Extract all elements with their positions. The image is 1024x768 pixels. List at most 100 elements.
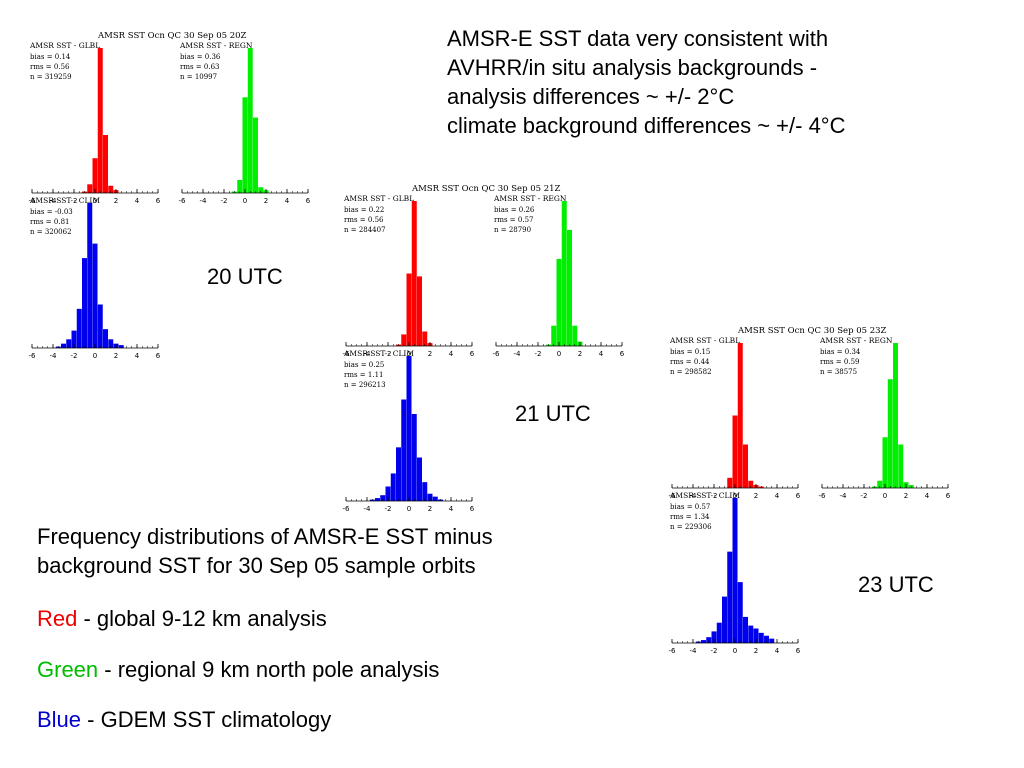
x-tick-label: -2 xyxy=(71,352,78,360)
x-tick-label: -2 xyxy=(535,350,542,358)
x-tick-label: -2 xyxy=(385,350,392,358)
x-tick-label: -4 xyxy=(514,350,522,358)
x-tick-label: 6 xyxy=(620,350,625,358)
histogram-bar xyxy=(758,632,764,643)
x-tick-label: 6 xyxy=(946,492,951,500)
group-header: AMSR SST Ocn QC 30 Sep 05 20Z xyxy=(97,31,247,41)
x-tick-label: 4 xyxy=(449,505,454,513)
histogram-bar xyxy=(380,495,386,501)
panel-stat: n = 229306 xyxy=(670,523,712,531)
panel-stat: n = 296213 xyxy=(344,381,386,389)
x-tick-label: 2 xyxy=(578,350,582,358)
x-tick-label: 2 xyxy=(264,197,268,205)
histogram-bar xyxy=(108,185,114,193)
histogram-bar xyxy=(556,259,562,346)
x-tick-label: -6 xyxy=(819,492,827,500)
notes-block: AMSR-E SST data very consistent with AVH… xyxy=(447,24,846,140)
histogram-bar xyxy=(396,447,401,501)
x-tick-label: 6 xyxy=(156,352,161,360)
legend-green-word: Green xyxy=(37,657,99,682)
histogram-bar xyxy=(722,596,727,643)
histogram-bar xyxy=(76,308,82,348)
x-tick-label: 4 xyxy=(135,352,140,360)
x-tick-label: -4 xyxy=(364,350,372,358)
panel-stat: bias = 0.22 xyxy=(344,206,384,214)
panel-title: AMSR SST - GLBL xyxy=(669,336,740,345)
histogram-bar xyxy=(737,582,743,643)
histogram-bar xyxy=(561,201,567,346)
x-tick-label: -4 xyxy=(50,352,58,360)
histogram-bar xyxy=(87,203,93,348)
histogram-bar xyxy=(71,330,77,348)
histogram-bar xyxy=(406,273,412,346)
panel-stat: rms = 0.59 xyxy=(820,358,859,366)
legend-blue: Blue - GDEM SST climatology xyxy=(37,707,331,733)
x-tick-label: 4 xyxy=(599,350,604,358)
histogram-bar xyxy=(411,414,417,501)
caption-line: Frequency distributions of AMSR-E SST mi… xyxy=(37,524,493,549)
histogram-bar xyxy=(406,356,412,501)
panel-title: AMSR SST - REGN xyxy=(819,336,893,345)
group-header: AMSR SST Ocn QC 30 Sep 05 23Z xyxy=(737,326,887,336)
histogram-bar xyxy=(66,339,72,348)
x-tick-label: 2 xyxy=(114,352,118,360)
x-tick-label: 0 xyxy=(883,492,887,500)
x-tick-label: -2 xyxy=(71,197,78,205)
x-tick-label: -4 xyxy=(840,492,848,500)
histogram-bar xyxy=(753,628,759,643)
x-tick-label: 0 xyxy=(243,197,247,205)
panel-stat: bias = 0.14 xyxy=(30,53,71,61)
histogram-bar xyxy=(422,482,428,501)
panel-title: AMSR SST - REGN xyxy=(493,194,567,203)
legend-green: Green - regional 9 km north pole analysi… xyxy=(37,657,439,683)
x-tick-label: -2 xyxy=(221,197,228,205)
histogram-bar xyxy=(572,325,578,346)
panel-stat: rms = 1.34 xyxy=(670,513,710,521)
x-tick-label: 2 xyxy=(114,197,118,205)
x-tick-label: 2 xyxy=(428,350,432,358)
histogram-bar xyxy=(732,498,738,643)
histogram-bar xyxy=(82,258,87,348)
histogram-bar xyxy=(882,437,888,488)
legend-green-desc: - regional 9 km north pole analysis xyxy=(98,657,440,682)
histogram-bar xyxy=(716,622,722,643)
histogram-bar xyxy=(385,486,391,501)
histogram-bar xyxy=(727,477,733,488)
x-tick-label: -4 xyxy=(200,197,208,205)
x-tick-label: 6 xyxy=(796,647,801,655)
legend-red-word: Red xyxy=(37,606,78,631)
x-tick-label: -6 xyxy=(669,647,677,655)
histogram-bar xyxy=(887,379,893,488)
x-tick-label: -2 xyxy=(861,492,868,500)
histogram-bar xyxy=(743,616,748,643)
histogram-bar xyxy=(97,304,103,348)
x-tick-label: -6 xyxy=(29,352,37,360)
histogram-bar xyxy=(401,334,407,346)
histogram-bar xyxy=(108,339,114,348)
x-tick-label: -4 xyxy=(690,492,698,500)
x-tick-label: 6 xyxy=(796,492,801,500)
panel-title: AMSR SST - GLBL xyxy=(29,41,100,50)
x-tick-label: 4 xyxy=(135,197,140,205)
x-tick-label: -6 xyxy=(343,350,351,358)
histogram-bar xyxy=(737,343,743,488)
x-tick-label: 2 xyxy=(754,492,758,500)
panel-stat: rms = 0.56 xyxy=(30,63,70,71)
x-tick-label: 0 xyxy=(93,197,97,205)
panel-stat: bias = 0.25 xyxy=(344,361,384,369)
x-tick-label: -4 xyxy=(690,647,698,655)
group-label-23-utc: 23 UTC xyxy=(858,572,934,597)
panel-stat: rms = 0.63 xyxy=(180,63,219,71)
panel-stat: bias = 0.26 xyxy=(494,206,535,214)
histogram-bar xyxy=(390,473,396,501)
histogram-bar xyxy=(706,637,712,643)
histogram-bar xyxy=(432,496,438,501)
legend-red: Red - global 9-12 km analysis xyxy=(37,606,327,632)
note-line: analysis differences ~ +/- 2°C xyxy=(447,84,735,109)
histogram-bar xyxy=(61,343,66,348)
histogram-bar xyxy=(97,48,103,193)
histogram-bar xyxy=(92,243,98,348)
group-label-20-utc: 20 UTC xyxy=(207,264,283,289)
panel-stat: n = 320062 xyxy=(30,228,72,236)
histogram-bar xyxy=(898,444,904,488)
